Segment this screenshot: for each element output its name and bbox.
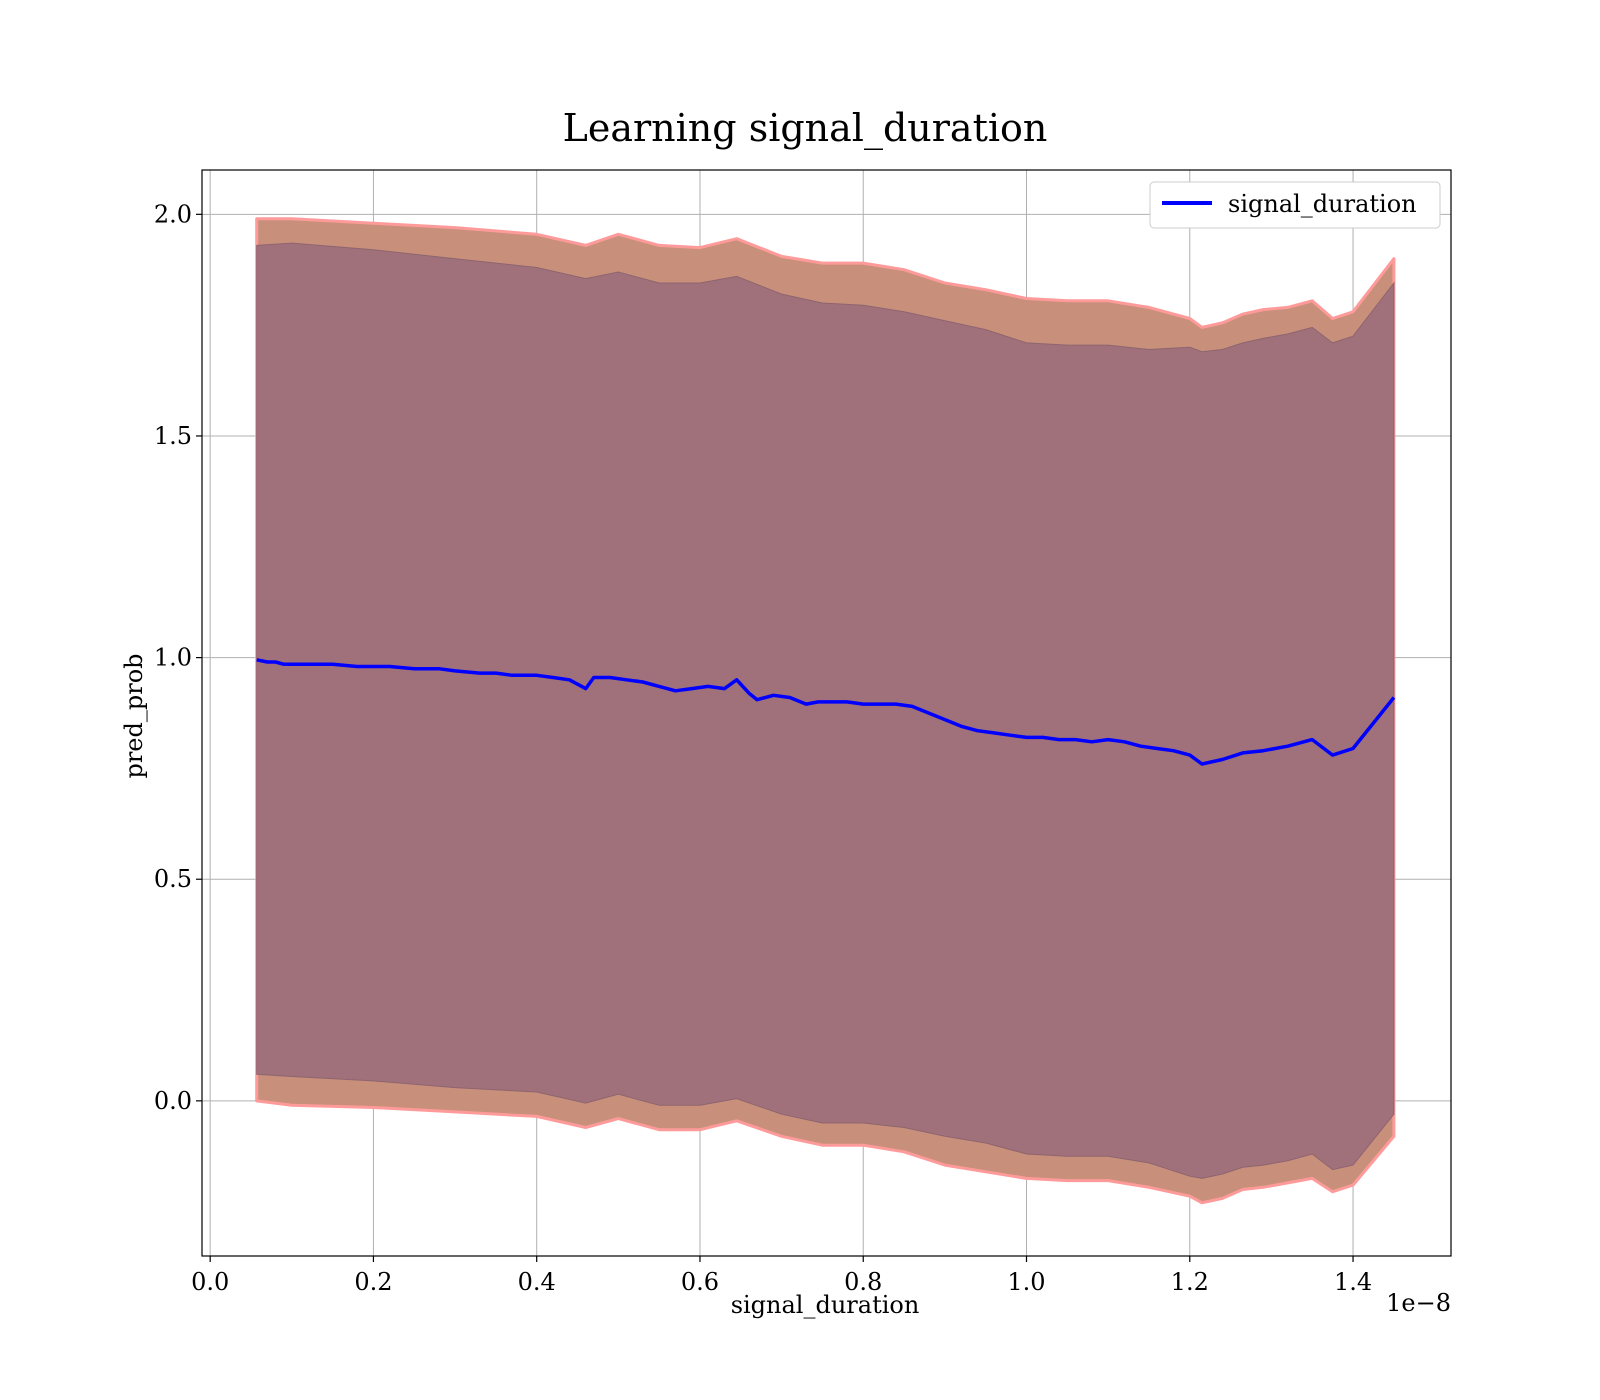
x-tick-label: 0.8: [844, 1268, 882, 1296]
y-tick-label: 0.0: [154, 1087, 192, 1115]
legend-label-signal-duration: signal_duration: [1228, 190, 1417, 218]
x-axis-offset-label: 1e−8: [1386, 1289, 1451, 1317]
x-axis-label: signal_duration: [731, 1291, 920, 1319]
y-tick-label: 0.5: [154, 865, 192, 893]
x-tick-label: 0.0: [191, 1268, 229, 1296]
x-tick-label: 1.0: [1007, 1268, 1045, 1296]
series-lines: [256, 658, 1396, 766]
inner-confidence-band: [256, 242, 1395, 1179]
y-tick-label: 2.0: [154, 200, 192, 228]
x-tick-label: 1.4: [1334, 1268, 1372, 1296]
x-tick-label: 1.2: [1171, 1268, 1209, 1296]
y-tick-label: 1.5: [154, 422, 192, 450]
x-tick-label: 0.2: [354, 1268, 392, 1296]
legend-box: [1149, 181, 1441, 229]
chart-title: Learning signal_duration: [563, 106, 1048, 151]
x-axis-ticks: 0.0 0.2 0.4 0.6 0.8 1.0 1.2 1.4: [191, 1256, 1372, 1296]
y-axis-ticks: 0.0 0.5 1.0 1.5 2.0: [154, 200, 202, 1115]
y-axis-label: pred_prob: [120, 653, 148, 778]
legend: signal_duration: [1149, 181, 1441, 229]
x-tick-label: 0.4: [518, 1268, 556, 1296]
confidence-bands: [255, 217, 1396, 1205]
y-tick-label: 1.0: [154, 644, 192, 672]
plot-frame: [201, 169, 1452, 1257]
series-line-signal-duration: [256, 658, 1396, 766]
x-tick-label: 0.6: [681, 1268, 719, 1296]
